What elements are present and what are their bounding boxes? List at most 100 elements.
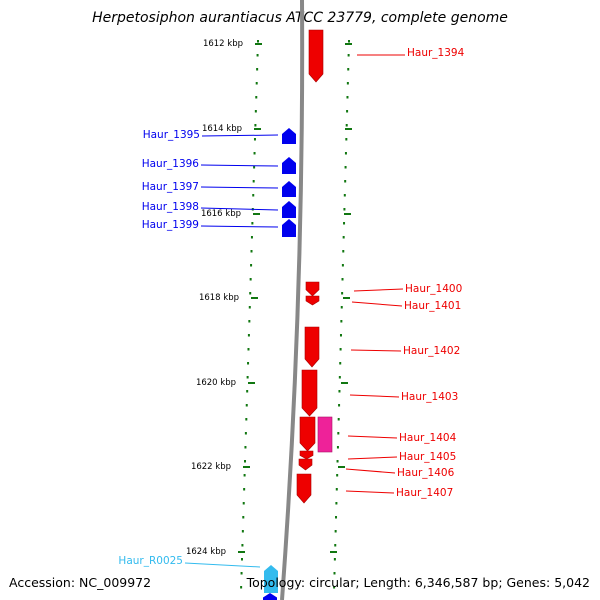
scale-tick-label: 1618 kbp [199, 293, 239, 303]
scale-dot [257, 40, 259, 43]
gene-arrow[interactable] [282, 201, 296, 218]
topology-value: circular [309, 575, 356, 590]
scale-dot [347, 68, 350, 71]
gene-label[interactable]: Haur_1404 [399, 432, 457, 444]
scale-tick [253, 213, 260, 215]
scale-dot [241, 544, 244, 547]
accession-info: Accession: NC_009972 [9, 575, 152, 590]
gene-label[interactable]: Haur_1395 [143, 129, 200, 141]
scale-dot [347, 54, 350, 57]
scale-tick [345, 43, 352, 45]
genome-title: Herpetosiphon aurantiacus ATCC 23779, co… [92, 10, 508, 26]
gene-arrow[interactable] [298, 458, 313, 471]
scale-dot [334, 544, 337, 547]
gene-arrow[interactable] [282, 128, 296, 144]
gene-arrow[interactable] [264, 565, 278, 593]
gene-features [263, 29, 333, 600]
scale-tick [330, 551, 337, 553]
scale-dot [255, 82, 258, 85]
gene-arrow[interactable] [263, 593, 277, 600]
scale-dot [339, 362, 342, 365]
genome-summary: Topology: circular; Length: 6,346,587 bp… [246, 575, 590, 590]
scale-dot [337, 418, 340, 421]
gene-label[interactable]: Haur_1394 [407, 47, 465, 59]
scale-tick [251, 297, 258, 299]
scale-tick [255, 43, 262, 45]
gene-feature-pink[interactable] [317, 416, 333, 453]
topology-label: Topology: [246, 575, 306, 590]
gene-arrow[interactable] [282, 157, 296, 174]
gene-arrow[interactable] [282, 219, 296, 237]
gene-arrow[interactable] [305, 281, 320, 297]
scale-dot [241, 530, 244, 533]
scale-dot [338, 376, 341, 379]
scale-dot [346, 82, 349, 85]
gene-label[interactable]: Haur_1403 [401, 391, 458, 403]
scale-dot [246, 376, 249, 379]
scale-tick-label: 1612 kbp [203, 39, 243, 49]
gene-arrow[interactable] [296, 473, 312, 504]
gene-arrow[interactable] [305, 295, 320, 306]
scale-dot [344, 166, 347, 169]
scale-dot [336, 446, 339, 449]
scale-tick-label: 1622 kbp [191, 462, 231, 472]
gene-leader-line [350, 349, 402, 352]
scale-dot [247, 362, 250, 365]
scale-tick [238, 551, 245, 553]
scale-dot [242, 502, 245, 505]
scale-dot [253, 138, 256, 141]
scale-dot [254, 124, 257, 127]
gene-label[interactable]: Haur_R0025 [118, 555, 183, 567]
scale-dot [253, 166, 256, 169]
scale-dot [249, 292, 252, 295]
gene-leader-line [345, 490, 395, 494]
scale-dot [244, 446, 247, 449]
length-label: Length: [363, 575, 411, 590]
scale-dot [250, 250, 253, 253]
scale-tick [341, 382, 348, 384]
scale-dot [243, 474, 246, 477]
scale-dot [339, 348, 342, 351]
gene-label[interactable]: Haur_1397 [142, 181, 199, 193]
gene-label[interactable]: Haur_1398 [142, 201, 199, 213]
scale-dot [343, 222, 346, 225]
gene-label[interactable]: Haur_1405 [399, 451, 456, 463]
gene-label[interactable]: Haur_1399 [142, 219, 199, 231]
gene-label[interactable]: Haur_1400 [405, 283, 462, 295]
scale-tick [254, 128, 261, 130]
scale-tick [338, 466, 345, 468]
gene-leader-line [353, 288, 404, 292]
scale-dot [254, 110, 257, 113]
gene-arrow[interactable] [304, 326, 320, 368]
gene-arrow[interactable] [308, 29, 324, 83]
gene-leader-line [200, 186, 279, 189]
scale-dot [248, 306, 251, 309]
genome-backbone [280, 0, 305, 600]
gene-label[interactable]: Haur_1406 [397, 467, 455, 479]
scale-dot [340, 320, 343, 323]
scale-dot [344, 180, 347, 183]
scale-dot [345, 138, 348, 141]
gene-arrow[interactable] [282, 181, 296, 197]
gene-label[interactable]: Haur_1407 [396, 487, 453, 499]
gene-arrow[interactable] [299, 416, 316, 452]
gene-arrow[interactable] [299, 450, 314, 460]
scale-dot [245, 418, 248, 421]
gene-leader-line [347, 456, 398, 460]
scale-dot [334, 530, 337, 533]
scale-dot [246, 390, 249, 393]
scale-dot [240, 572, 243, 575]
scale-dot [248, 320, 251, 323]
scale-dot [335, 502, 338, 505]
scale-dot [247, 334, 250, 337]
gene-arrow[interactable] [301, 369, 318, 417]
scale-dot [244, 460, 247, 463]
scale-dots [240, 40, 350, 589]
gene-leader-line [351, 301, 403, 307]
scale-dot [338, 390, 341, 393]
scale-tick-label: 1624 kbp [186, 547, 226, 557]
gene-label[interactable]: Haur_1396 [142, 158, 200, 170]
scale-dot [249, 278, 252, 281]
gene-label[interactable]: Haur_1402 [403, 345, 460, 357]
gene-label[interactable]: Haur_1401 [404, 300, 461, 312]
